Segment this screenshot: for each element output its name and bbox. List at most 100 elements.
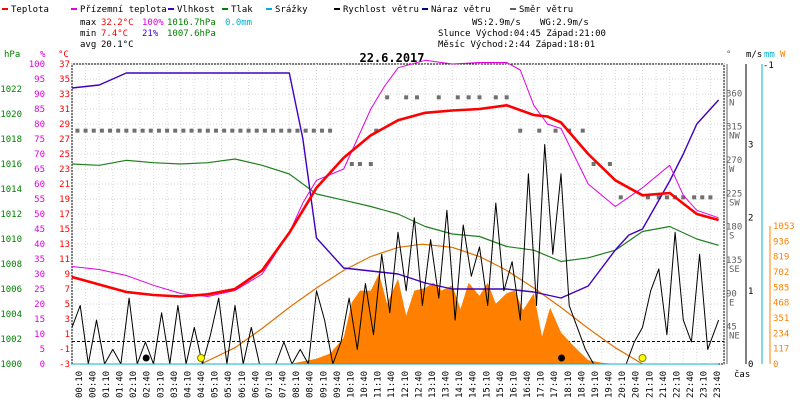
time-tick-label: 06:40 xyxy=(251,371,261,398)
watt-tick-label: 0 xyxy=(773,360,778,370)
wind-direction-point xyxy=(140,128,145,133)
time-tick-label: 14:10 xyxy=(455,371,465,398)
temp-tick-label: 5 xyxy=(65,300,70,310)
wind-direction-point xyxy=(537,128,542,133)
axis-ticks: 1000100210041006100810101012101410161018… xyxy=(0,60,794,398)
direction-tick-cardinal: SW xyxy=(729,198,740,208)
percent-tick-label: 25 xyxy=(34,285,45,295)
wind-direction-point xyxy=(116,128,121,133)
time-tick-label: 23:10 xyxy=(700,371,710,398)
time-tick-label: 17:40 xyxy=(550,371,560,398)
hpa-tick-label: 1018 xyxy=(0,135,22,145)
legend-ground-temperature: Přízemní teplota xyxy=(80,5,167,15)
wind-direction-point xyxy=(580,128,585,133)
wind-direction-point xyxy=(287,128,292,133)
stats-block: max 32.2°C 100% 1016.7hPa 0.0mm min 7.4°… xyxy=(80,18,252,50)
time-tick-label: 16:40 xyxy=(523,371,533,398)
hpa-tick-label: 1008 xyxy=(0,260,22,270)
wind-direction-point xyxy=(271,128,276,133)
wind-direction-point xyxy=(165,128,170,133)
wind-direction-point xyxy=(173,128,178,133)
hpa-tick-label: 1002 xyxy=(0,335,22,345)
time-tick-label: 07:10 xyxy=(265,371,275,398)
stat-min-label: min xyxy=(80,29,96,39)
direction-tick-cardinal: NE xyxy=(729,332,740,342)
percent-tick-label: 5 xyxy=(40,345,45,355)
wind-direction-point xyxy=(124,128,129,133)
wind-direction-point xyxy=(99,128,104,133)
time-tick-label: 05:40 xyxy=(224,371,234,398)
grid xyxy=(71,63,725,365)
wind-direction-point xyxy=(493,95,498,100)
temp-tick-label: 33 xyxy=(59,90,70,100)
wind-direction-point xyxy=(504,95,509,100)
time-tick-label: 08:40 xyxy=(306,371,316,398)
time-tick-label: 21:10 xyxy=(645,371,655,398)
legend-precipitation: Srážky xyxy=(275,5,308,15)
solar-theoretical-line xyxy=(200,243,643,365)
direction-tick-cardinal: SE xyxy=(729,265,740,275)
direction-tick-cardinal: S xyxy=(729,232,734,242)
percent-tick-label: 90 xyxy=(34,90,45,100)
time-tick-label: 04:10 xyxy=(183,371,193,398)
hpa-tick-label: 1010 xyxy=(0,235,22,245)
temp-tick-label: 35 xyxy=(59,75,70,85)
time-tick-label: 13:10 xyxy=(428,371,438,398)
hpa-tick-label: 1004 xyxy=(0,310,22,320)
wind-direction-point xyxy=(132,128,137,133)
time-tick-label: 02:40 xyxy=(143,371,153,398)
wind-direction-point xyxy=(205,128,210,133)
solar-theoretical-curve xyxy=(200,243,643,365)
time-tick-label: 17:10 xyxy=(537,371,547,398)
info-moon: Měsíc Východ:2:44 Západ:18:01 xyxy=(438,40,595,50)
legend-humidity: Vlhkost xyxy=(177,5,215,15)
wind-direction-point xyxy=(357,162,362,166)
direction-tick-value: 180 xyxy=(726,223,742,233)
temp-tick-label: 27 xyxy=(59,135,70,145)
time-tick-label: 09:40 xyxy=(333,371,343,398)
legend-wind-gust: Náraz větru xyxy=(431,5,491,15)
direction-tick-cardinal: E xyxy=(729,298,734,308)
watt-tick-label: 819 xyxy=(773,253,789,263)
time-tick-label: 00:10 xyxy=(75,371,85,398)
hpa-tick-label: 1016 xyxy=(0,160,22,170)
axis-title-watt: W xyxy=(780,50,786,60)
wind-direction-point xyxy=(328,128,333,133)
legend: Teplota Přízemní teplota Vlhkost Tlak Sr… xyxy=(2,5,573,15)
time-tick-label: 21:40 xyxy=(659,371,669,398)
time-tick-label: 18:40 xyxy=(577,371,587,398)
wind-direction-point xyxy=(181,128,186,133)
axis-title-mm: mm xyxy=(764,50,775,60)
ms-tick-label: 0 xyxy=(748,360,753,370)
stat-max-temp: 32.2°C xyxy=(101,18,134,28)
temp-tick-label: 25 xyxy=(59,150,70,160)
time-tick-label: 19:10 xyxy=(591,371,601,398)
hpa-tick-label: 1014 xyxy=(0,185,22,195)
time-tick-label: 22:10 xyxy=(672,371,682,398)
legend-temperature: Teplota xyxy=(11,5,49,15)
direction-tick-cardinal: N xyxy=(729,98,734,108)
wind-direction-point xyxy=(197,128,202,133)
ms-tick-label: 1 xyxy=(748,287,753,297)
stat-min-temp: 7.4°C xyxy=(101,29,128,39)
time-tick-label: 11:40 xyxy=(387,371,397,398)
time-tick-label: 19:40 xyxy=(605,371,615,398)
temp-tick-label: 23 xyxy=(59,165,70,175)
time-tick-label: 03:10 xyxy=(156,371,166,398)
wind-direction-point xyxy=(303,128,308,133)
temp-tick-label: 3 xyxy=(65,315,70,325)
temp-tick-label: 13 xyxy=(59,240,70,250)
ground-temperature-line xyxy=(71,59,719,297)
temp-tick-label: 9 xyxy=(65,270,70,280)
wind-direction-point xyxy=(466,95,471,100)
solar-radiation-area xyxy=(72,273,719,364)
info-wind-speed: WS:2.9m/s xyxy=(472,18,521,28)
legend-wind-speed: Rychlost větru xyxy=(343,5,419,15)
percent-tick-label: 20 xyxy=(34,300,45,310)
time-tick-label: 09:10 xyxy=(319,371,329,398)
wind-direction-point xyxy=(189,128,194,133)
wind-direction-point xyxy=(681,195,686,200)
wind-direction-point xyxy=(518,128,523,133)
temp-tick-label: -3 xyxy=(59,360,70,370)
